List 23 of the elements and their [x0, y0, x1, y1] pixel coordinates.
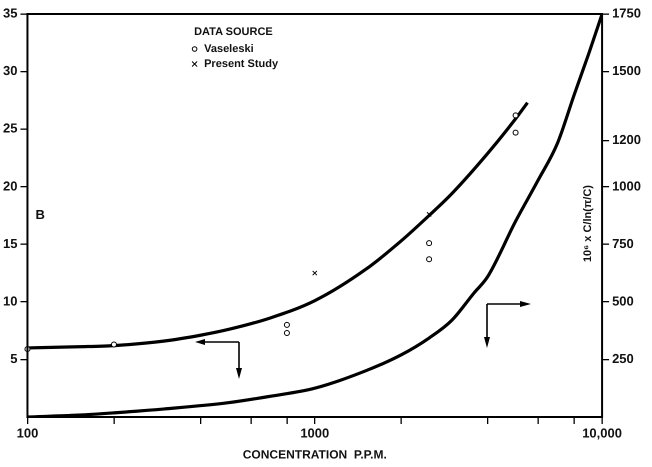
y-tick-label: 35 — [2, 6, 18, 21]
x-tick-label: 100 — [16, 425, 38, 440]
x-tick-label: 1000 — [300, 425, 330, 440]
y2-tick-label: 1500 — [612, 63, 641, 78]
y2-tick-label: 1750 — [612, 6, 641, 21]
x-tick-label: 10,000 — [582, 425, 622, 440]
y2-tick-label: 1200 — [612, 132, 641, 148]
y2-axis-title: 10⁶ x C/ln(π/C) — [582, 184, 594, 262]
x-axis-title: CONCENTRATION P.P.M. — [242, 447, 387, 462]
legend-label: Present Study — [204, 58, 279, 70]
y-tick-label: 30 — [2, 63, 18, 78]
y-tick-label: 15 — [2, 236, 18, 251]
y-tick-label: 5 — [10, 351, 18, 366]
y-tick-label: 10 — [2, 293, 18, 308]
y2-tick-label: 1000 — [612, 178, 641, 194]
legend-label: Vaseleski — [204, 43, 254, 56]
y-tick-label: 25 — [2, 120, 18, 136]
y2-tick-label: 250 — [612, 351, 634, 366]
y-tick-label: 20 — [2, 178, 18, 194]
y2-tick-label: 500 — [612, 293, 634, 308]
y-axis-title: B — [35, 207, 45, 222]
y2-tick-label: 750 — [612, 236, 634, 251]
legend-title: DATA SOURCE — [194, 26, 273, 38]
